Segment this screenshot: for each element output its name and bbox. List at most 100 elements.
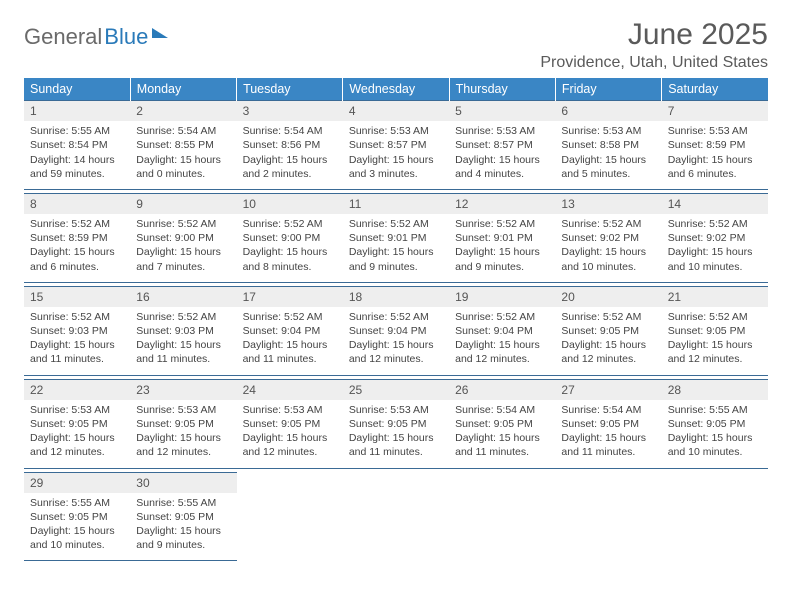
sunset-text: Sunset: 9:02 PM	[561, 231, 655, 245]
day-number	[555, 472, 661, 493]
daylight-text: Daylight: 15 hours	[349, 338, 443, 352]
detail-row: Sunrise: 5:52 AMSunset: 8:59 PMDaylight:…	[24, 214, 768, 282]
sunrise-text: Sunrise: 5:54 AM	[455, 403, 549, 417]
daylight-text2: and 6 minutes.	[30, 260, 124, 274]
sunrise-text: Sunrise: 5:52 AM	[136, 217, 230, 231]
day-number	[237, 472, 343, 493]
sunset-text: Sunset: 8:55 PM	[136, 138, 230, 152]
sunrise-text: Sunrise: 5:53 AM	[30, 403, 124, 417]
sunset-text: Sunset: 9:05 PM	[30, 510, 124, 524]
daylight-text: Daylight: 15 hours	[136, 245, 230, 259]
day-detail: Sunrise: 5:52 AMSunset: 9:05 PMDaylight:…	[555, 307, 661, 375]
sunrise-text: Sunrise: 5:52 AM	[455, 310, 549, 324]
sunset-text: Sunset: 9:00 PM	[243, 231, 337, 245]
day-detail: Sunrise: 5:55 AMSunset: 9:05 PMDaylight:…	[24, 493, 130, 561]
day-detail: Sunrise: 5:53 AMSunset: 8:58 PMDaylight:…	[555, 121, 661, 189]
weekday-header: Wednesday	[343, 78, 449, 101]
daylight-text: Daylight: 15 hours	[243, 153, 337, 167]
daylight-text2: and 10 minutes.	[30, 538, 124, 552]
sunset-text: Sunset: 9:05 PM	[668, 324, 762, 338]
day-number: 27	[555, 379, 661, 400]
day-detail: Sunrise: 5:53 AMSunset: 9:05 PMDaylight:…	[24, 400, 130, 468]
day-detail: Sunrise: 5:52 AMSunset: 9:04 PMDaylight:…	[449, 307, 555, 375]
sunset-text: Sunset: 8:57 PM	[455, 138, 549, 152]
weekday-header: Saturday	[662, 78, 768, 101]
day-detail: Sunrise: 5:52 AMSunset: 9:00 PMDaylight:…	[130, 214, 236, 282]
day-detail: Sunrise: 5:52 AMSunset: 8:59 PMDaylight:…	[24, 214, 130, 282]
daylight-text2: and 12 minutes.	[561, 352, 655, 366]
sunrise-text: Sunrise: 5:55 AM	[136, 496, 230, 510]
day-detail: Sunrise: 5:52 AMSunset: 9:01 PMDaylight:…	[343, 214, 449, 282]
day-number: 6	[555, 101, 661, 122]
sunset-text: Sunset: 8:56 PM	[243, 138, 337, 152]
detail-row: Sunrise: 5:55 AMSunset: 9:05 PMDaylight:…	[24, 493, 768, 561]
sunrise-text: Sunrise: 5:52 AM	[668, 217, 762, 231]
day-detail: Sunrise: 5:54 AMSunset: 9:05 PMDaylight:…	[449, 400, 555, 468]
daylight-text2: and 3 minutes.	[349, 167, 443, 181]
sunset-text: Sunset: 8:59 PM	[30, 231, 124, 245]
location-label: Providence, Utah, United States	[540, 54, 768, 72]
sunset-text: Sunset: 9:04 PM	[349, 324, 443, 338]
day-number: 15	[24, 286, 130, 307]
day-number: 26	[449, 379, 555, 400]
day-detail: Sunrise: 5:52 AMSunset: 9:03 PMDaylight:…	[24, 307, 130, 375]
calendar-table: Sunday Monday Tuesday Wednesday Thursday…	[24, 78, 768, 561]
daylight-text2: and 11 minutes.	[349, 445, 443, 459]
day-detail: Sunrise: 5:52 AMSunset: 9:03 PMDaylight:…	[130, 307, 236, 375]
sunset-text: Sunset: 9:05 PM	[561, 324, 655, 338]
day-number: 30	[130, 472, 236, 493]
sunrise-text: Sunrise: 5:52 AM	[561, 310, 655, 324]
day-detail: Sunrise: 5:55 AMSunset: 9:05 PMDaylight:…	[662, 400, 768, 468]
sunset-text: Sunset: 9:04 PM	[455, 324, 549, 338]
sunrise-text: Sunrise: 5:52 AM	[349, 217, 443, 231]
sunset-text: Sunset: 9:03 PM	[136, 324, 230, 338]
title-block: June 2025 Providence, Utah, United State…	[540, 18, 768, 72]
sunset-text: Sunset: 9:00 PM	[136, 231, 230, 245]
daylight-text: Daylight: 15 hours	[30, 245, 124, 259]
day-detail: Sunrise: 5:52 AMSunset: 9:04 PMDaylight:…	[237, 307, 343, 375]
daylight-text: Daylight: 15 hours	[561, 431, 655, 445]
sunset-text: Sunset: 9:03 PM	[30, 324, 124, 338]
sunrise-text: Sunrise: 5:52 AM	[349, 310, 443, 324]
sunrise-text: Sunrise: 5:54 AM	[561, 403, 655, 417]
day-number: 11	[343, 193, 449, 214]
day-number: 21	[662, 286, 768, 307]
daylight-text: Daylight: 15 hours	[668, 245, 762, 259]
daylight-text: Daylight: 15 hours	[243, 431, 337, 445]
sunset-text: Sunset: 9:05 PM	[136, 417, 230, 431]
daylight-text2: and 0 minutes.	[136, 167, 230, 181]
day-number: 18	[343, 286, 449, 307]
day-number: 16	[130, 286, 236, 307]
day-number: 23	[130, 379, 236, 400]
day-detail: Sunrise: 5:54 AMSunset: 8:55 PMDaylight:…	[130, 121, 236, 189]
day-number: 19	[449, 286, 555, 307]
detail-row: Sunrise: 5:53 AMSunset: 9:05 PMDaylight:…	[24, 400, 768, 468]
sunrise-text: Sunrise: 5:54 AM	[243, 124, 337, 138]
weekday-header: Tuesday	[237, 78, 343, 101]
day-detail: Sunrise: 5:52 AMSunset: 9:02 PMDaylight:…	[662, 214, 768, 282]
day-detail: Sunrise: 5:55 AMSunset: 8:54 PMDaylight:…	[24, 121, 130, 189]
day-detail: Sunrise: 5:52 AMSunset: 9:05 PMDaylight:…	[662, 307, 768, 375]
day-number	[662, 472, 768, 493]
sunrise-text: Sunrise: 5:55 AM	[30, 496, 124, 510]
daynum-row: 22232425262728	[24, 379, 768, 400]
weekday-header: Thursday	[449, 78, 555, 101]
weekday-header-row: Sunday Monday Tuesday Wednesday Thursday…	[24, 78, 768, 101]
day-detail: Sunrise: 5:52 AMSunset: 9:00 PMDaylight:…	[237, 214, 343, 282]
daylight-text: Daylight: 15 hours	[30, 524, 124, 538]
daylight-text2: and 9 minutes.	[455, 260, 549, 274]
detail-row: Sunrise: 5:52 AM Sunset: 9:03 PM Daylight:…	[24, 307, 768, 375]
day-detail	[343, 493, 449, 561]
sunrise-text: Sunrise: 5:52 AM	[243, 217, 337, 231]
sunset-text: Sunset: 9:05 PM	[561, 417, 655, 431]
daylight-text2: and 11 minutes.	[455, 445, 549, 459]
daynum-row: 891011121314	[24, 193, 768, 214]
sunset-text: Sunset: 8:58 PM	[561, 138, 655, 152]
sunrise-text: Sunrise: 5:52 AM	[243, 310, 337, 324]
daylight-text2: and 10 minutes.	[561, 260, 655, 274]
daylight-text2: and 59 minutes.	[30, 167, 124, 181]
daylight-text2: and 9 minutes.	[136, 538, 230, 552]
daylight-text: Daylight: 15 hours	[668, 431, 762, 445]
day-detail: Sunrise: 5:52 AMSunset: 9:02 PMDaylight:…	[555, 214, 661, 282]
daylight-text: Daylight: 15 hours	[30, 431, 124, 445]
